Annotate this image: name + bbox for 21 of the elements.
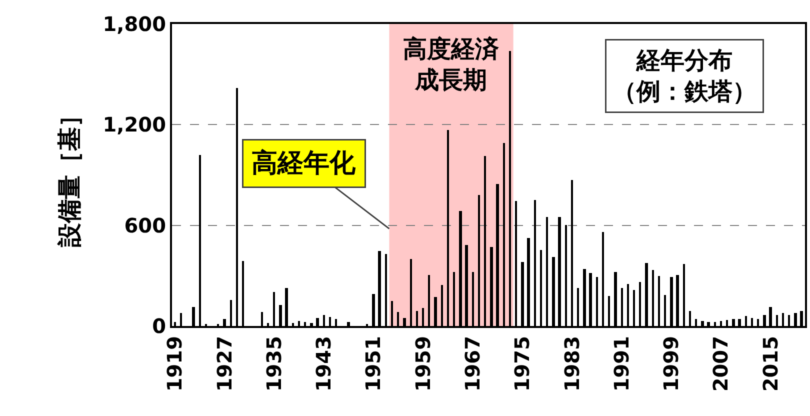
x-tick-label: 1935 [262, 336, 286, 392]
annotation: 経年分布（例：鉄塔） [612, 46, 756, 106]
x-tick-label: 1951 [361, 336, 386, 392]
band-label: 高度経済成長期 [403, 35, 499, 94]
x-tick-label: 1919 [162, 336, 187, 392]
x-tick-label: 2007 [708, 336, 733, 392]
y-axis-title: 設備量［基］ [55, 103, 84, 248]
x-tick-label: 1943 [312, 336, 336, 392]
y-tick-label: 600 [124, 213, 166, 238]
x-tick-label: 2015 [758, 336, 782, 392]
x-tick-label: 1991 [609, 336, 634, 392]
x-tick-label: 1999 [659, 336, 684, 392]
y-tick-label: 0 [152, 314, 166, 338]
annotation: 高経年化 [252, 148, 356, 178]
x-tick-label: 1959 [410, 336, 435, 392]
x-tick-label: 1975 [510, 336, 534, 392]
x-tick-label: 1927 [212, 336, 236, 392]
y-tick-label: 1,800 [102, 12, 166, 36]
x-tick-label: 1967 [460, 336, 484, 392]
x-tick-label: 1983 [560, 336, 584, 392]
y-tick-label: 1,200 [102, 112, 166, 137]
